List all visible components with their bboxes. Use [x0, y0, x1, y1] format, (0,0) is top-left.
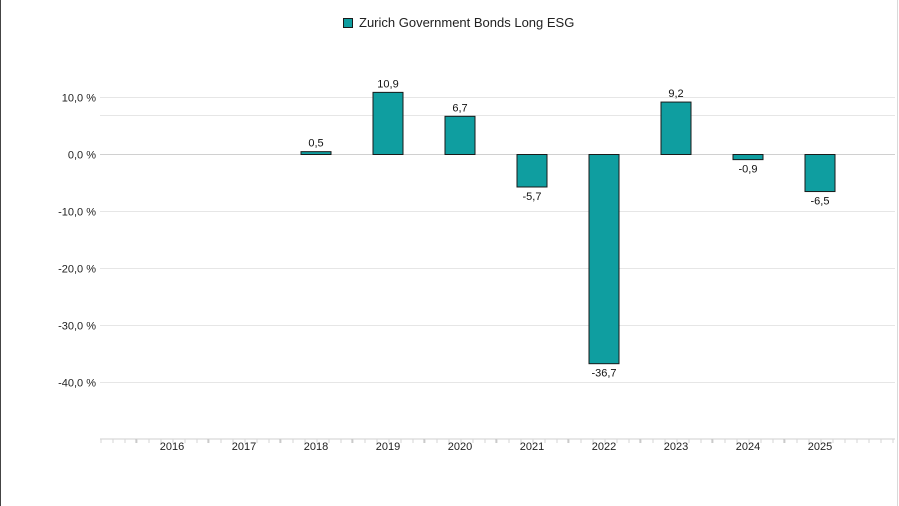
x-tick-label: 2022 — [592, 441, 616, 453]
bar — [300, 151, 332, 155]
bar — [660, 101, 692, 155]
x-tick-label: 2020 — [448, 441, 472, 453]
bar — [732, 154, 764, 161]
bar — [804, 154, 836, 193]
x-tick-label: 2023 — [664, 441, 688, 453]
data-label: 9,2 — [668, 88, 683, 100]
y-tick-label: -20,0 % — [58, 264, 96, 276]
bar — [372, 91, 404, 156]
data-label: -0,9 — [739, 164, 758, 176]
legend-label: Zurich Government Bonds Long ESG — [359, 15, 575, 30]
y-tick-label: -10,0 % — [58, 207, 96, 219]
x-tick-label: 2019 — [376, 441, 400, 453]
legend-swatch — [343, 17, 353, 28]
data-label: -6,5 — [811, 196, 830, 208]
data-label: 0,5 — [308, 138, 323, 150]
x-tick-label: 2025 — [808, 441, 832, 453]
x-tick-label: 2017 — [232, 441, 256, 453]
y-tick-label: 10,0 % — [62, 93, 96, 105]
x-tick-label: 2018 — [304, 441, 328, 453]
data-label: 10,9 — [377, 78, 398, 90]
y-tick-label: 0,0 % — [68, 150, 96, 162]
x-tick-label: 2021 — [520, 441, 544, 453]
data-label: -5,7 — [523, 191, 542, 203]
bar — [588, 154, 620, 365]
bar — [444, 115, 476, 155]
bar — [516, 154, 548, 188]
y-tick-label: -30,0 % — [58, 321, 96, 333]
x-tick-label: 2016 — [160, 441, 184, 453]
x-tick-label: 2024 — [736, 441, 760, 453]
legend: Zurich Government Bonds Long ESG — [343, 15, 574, 30]
data-label: 6,7 — [452, 102, 467, 114]
y-tick-label: -40,0 % — [58, 378, 96, 390]
data-label: -36,7 — [591, 368, 616, 380]
